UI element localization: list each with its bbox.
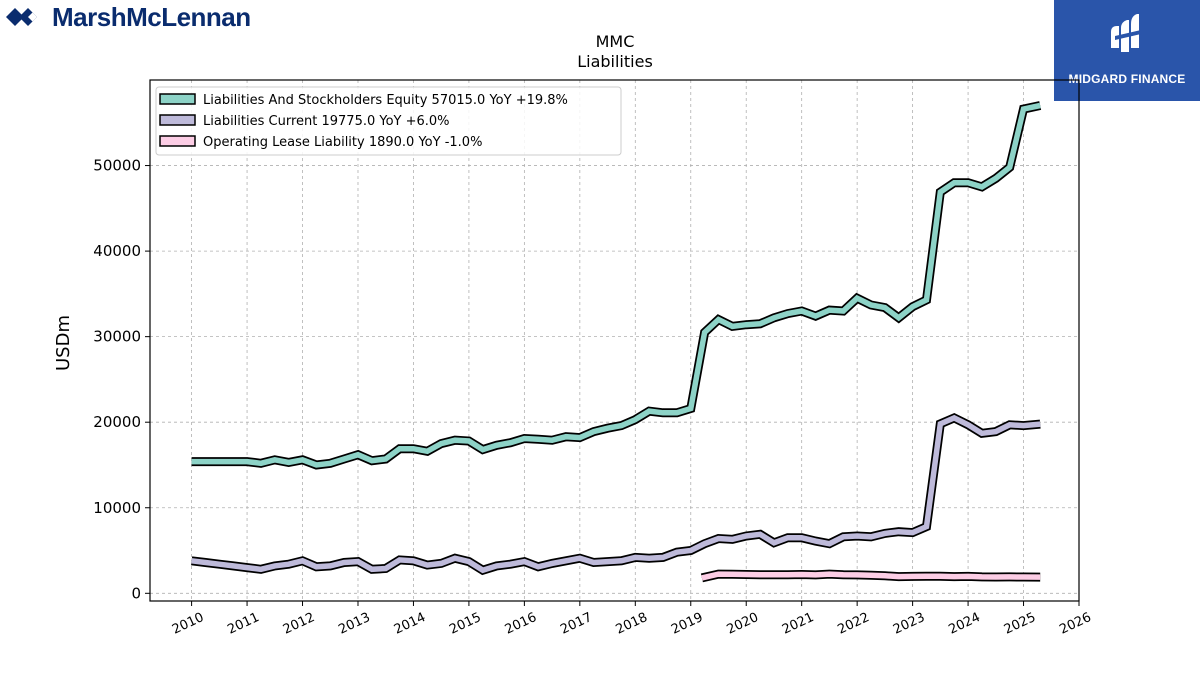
- legend: Liabilities And Stockholders Equity 5701…: [155, 86, 622, 156]
- y-tick-label: 30000: [93, 328, 141, 346]
- plot-frame: [149, 79, 1080, 602]
- x-tick-label: 2010: [170, 610, 206, 638]
- badge-text: MIDGARD FINANCE: [1068, 72, 1186, 86]
- y-tick-label: 50000: [93, 157, 141, 175]
- series-layer: [191, 101, 1042, 583]
- x-tick-label: 2023: [891, 610, 927, 638]
- chart-title: MMC: [596, 32, 635, 51]
- y-axis-label: USDm: [53, 315, 74, 371]
- x-tick-label: 2024: [946, 610, 982, 638]
- brand-name: MarshMcLennan: [52, 1, 251, 32]
- series-line-1: [191, 102, 1041, 468]
- midgard-logo-icon: [1111, 14, 1141, 52]
- x-tick-label: 2022: [836, 610, 872, 638]
- x-tick-label: 2019: [669, 610, 705, 638]
- x-tick-label: 2014: [392, 610, 428, 638]
- x-tick-label: 2012: [281, 610, 317, 638]
- y-tick-label: 40000: [93, 242, 141, 260]
- grid: [150, 80, 1080, 601]
- x-tick-label: 2025: [1002, 610, 1038, 638]
- y-tick-label: 10000: [93, 499, 141, 517]
- x-tick-label: 2018: [614, 610, 650, 638]
- legend-swatch: [159, 135, 196, 147]
- x-tick-label: 2013: [336, 610, 372, 638]
- y-tick-label: 0: [131, 584, 141, 602]
- marsh-mclennan-logo-icon: [6, 8, 37, 26]
- midgard-badge: MIDGARD FINANCE: [1054, 0, 1200, 101]
- x-tick-label: 2016: [503, 610, 539, 638]
- legend-label: Liabilities Current 19775.0 YoY +6.0%: [203, 114, 450, 129]
- x-tick-label: 2021: [780, 610, 816, 638]
- x-tick-label: 2020: [725, 610, 761, 638]
- series-line-3: [701, 571, 1041, 581]
- x-tick-label: 2015: [447, 610, 483, 638]
- x-tick-label: 2017: [558, 610, 594, 638]
- legend-label: Operating Lease Liability 1890.0 YoY -1.…: [203, 135, 482, 150]
- series-line-2: [191, 414, 1041, 574]
- brand-header: MarshMcLennan: [6, 2, 251, 32]
- x-tick-label: 2026: [1057, 610, 1093, 638]
- legend-box: [155, 86, 622, 156]
- legend-label: Liabilities And Stockholders Equity 5701…: [203, 93, 568, 108]
- legend-swatch: [159, 114, 196, 126]
- y-tick-label: 20000: [93, 413, 141, 431]
- chart-subtitle: Liabilities: [577, 52, 653, 71]
- x-tick-label: 2011: [225, 610, 261, 638]
- legend-swatch: [159, 93, 196, 105]
